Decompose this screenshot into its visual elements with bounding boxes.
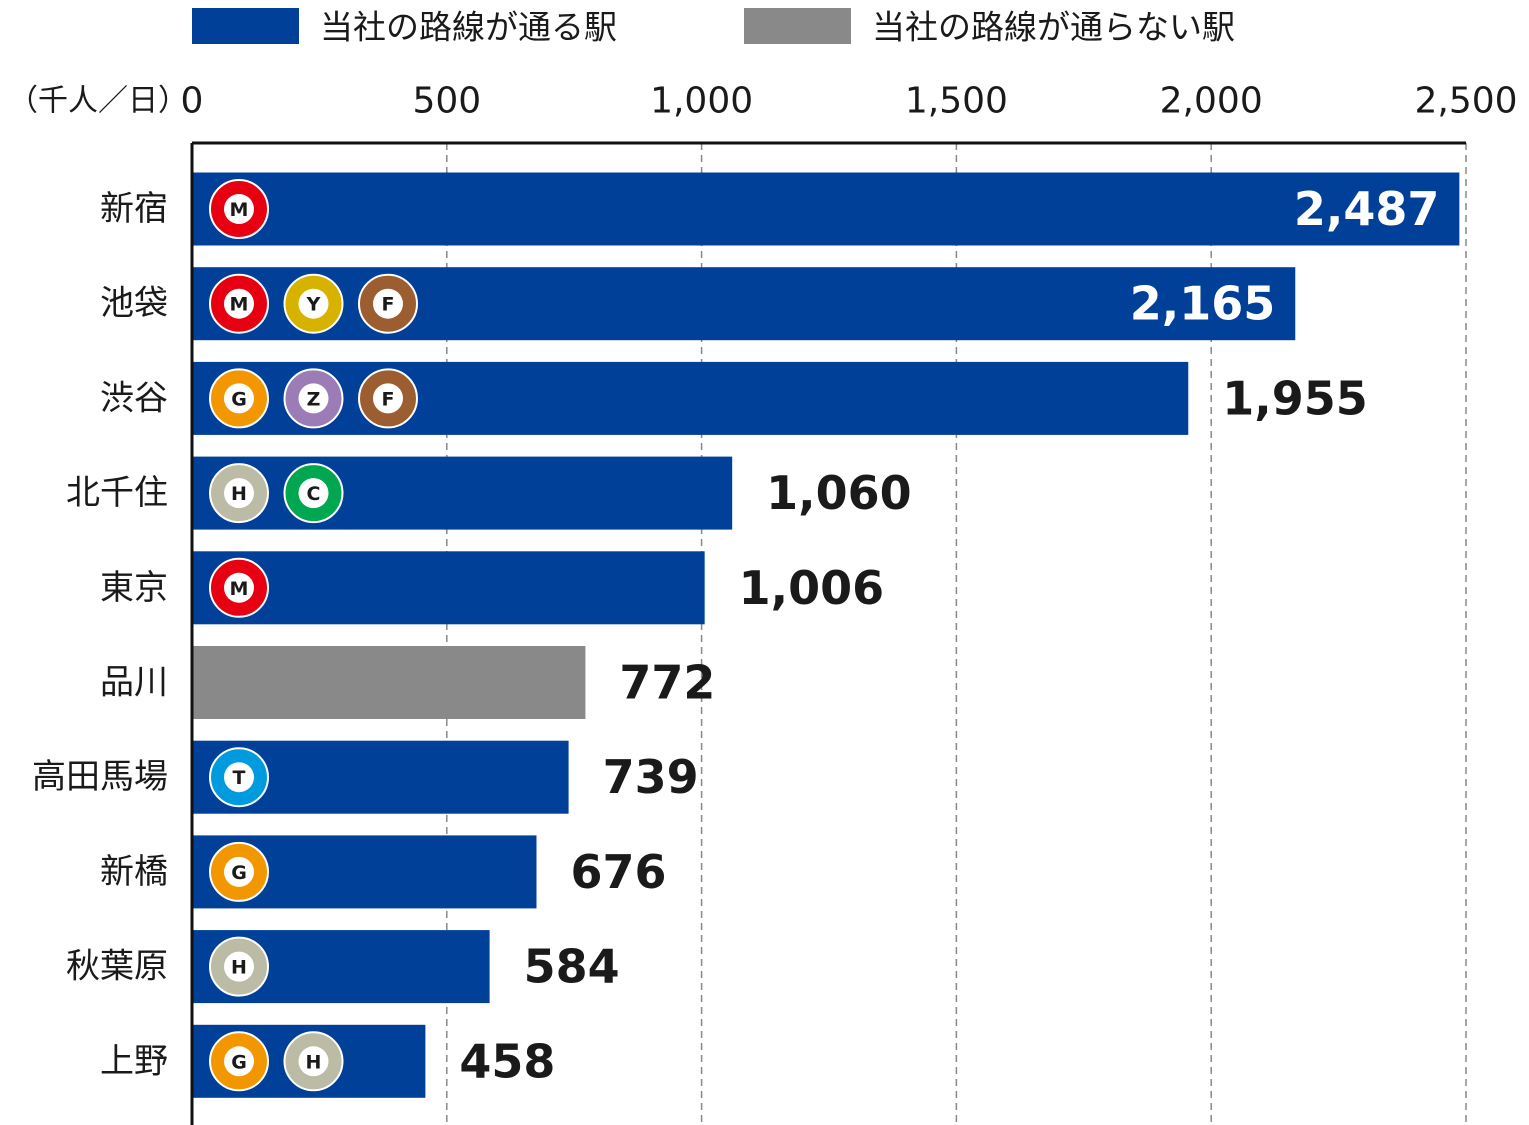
y-tick-label: 北千住 [66,473,168,513]
line-badge-center [298,383,329,414]
value-label: 739 [603,750,699,804]
line-badge-center [373,288,403,319]
line-badge-label: M [230,578,249,600]
legend-swatch [744,8,851,44]
line-badge-label: H [306,1051,322,1073]
value-label: 584 [524,940,620,994]
y-tick-label: 新宿 [100,189,168,229]
value-label: 2,487 [1294,182,1440,236]
line-badge-center [224,856,254,887]
y-tick-label: 上野 [100,1041,168,1081]
line-badge-center [298,1046,329,1077]
legend-swatch [192,8,299,44]
bar [192,646,586,719]
line-badge-center [224,762,254,793]
y-tick-label: 渋谷 [100,378,168,418]
value-label: 676 [570,845,666,899]
line-badge-center [298,288,329,319]
value-label: 458 [459,1034,555,1088]
bar [192,551,705,625]
line-badge-center [373,383,403,414]
line-badge-center [298,478,329,509]
y-tick-label: 東京 [100,568,168,608]
value-label: 2,165 [1130,277,1276,331]
line-badge-label: H [231,957,247,979]
line-badge-center [224,383,254,414]
x-tick-label: 2,500 [1414,81,1517,122]
y-tick-label: 秋葉原 [66,947,168,987]
value-label: 1,955 [1222,371,1368,425]
line-badge-label: M [230,294,249,316]
x-tick-label: 1,000 [650,81,753,122]
line-badge-label: F [382,388,395,410]
line-badge-center [224,1046,254,1077]
y-tick-label: 高田馬場 [32,757,168,797]
line-badge-label: G [231,862,247,884]
line-badge-center [224,572,254,603]
y-tick-label: 池袋 [100,284,168,324]
line-badge-center [224,288,254,319]
x-tick-label: 0 [181,81,204,122]
y-tick-label: 新橋 [100,852,168,892]
x-tick-label: 500 [412,81,481,122]
line-badge-label: T [233,767,246,789]
bar [192,172,1460,246]
line-badge-label: G [231,388,247,410]
line-badge-label: F [382,294,395,316]
line-badge-label: C [307,483,321,505]
line-badge-center [224,478,254,509]
value-label: 1,006 [739,561,885,615]
axis-label: （千人／日） [8,84,188,119]
value-label: 1,060 [766,466,912,520]
line-badge-label: Z [307,388,321,410]
x-tick-label: 2,000 [1160,81,1263,122]
line-badge-center [224,194,254,224]
legend-label: 当社の路線が通る駅 [320,8,617,47]
line-badge-label: Y [306,294,321,316]
line-badge-label: M [230,199,249,221]
line-badge-label: G [231,1051,247,1073]
x-tick-label: 1,500 [905,81,1008,122]
line-badge-center [224,951,254,982]
value-label: 772 [619,656,715,710]
line-badge-label: H [231,483,247,505]
legend-label: 当社の路線が通らない駅 [872,8,1235,47]
y-tick-label: 品川 [100,663,168,703]
bar [192,456,733,530]
